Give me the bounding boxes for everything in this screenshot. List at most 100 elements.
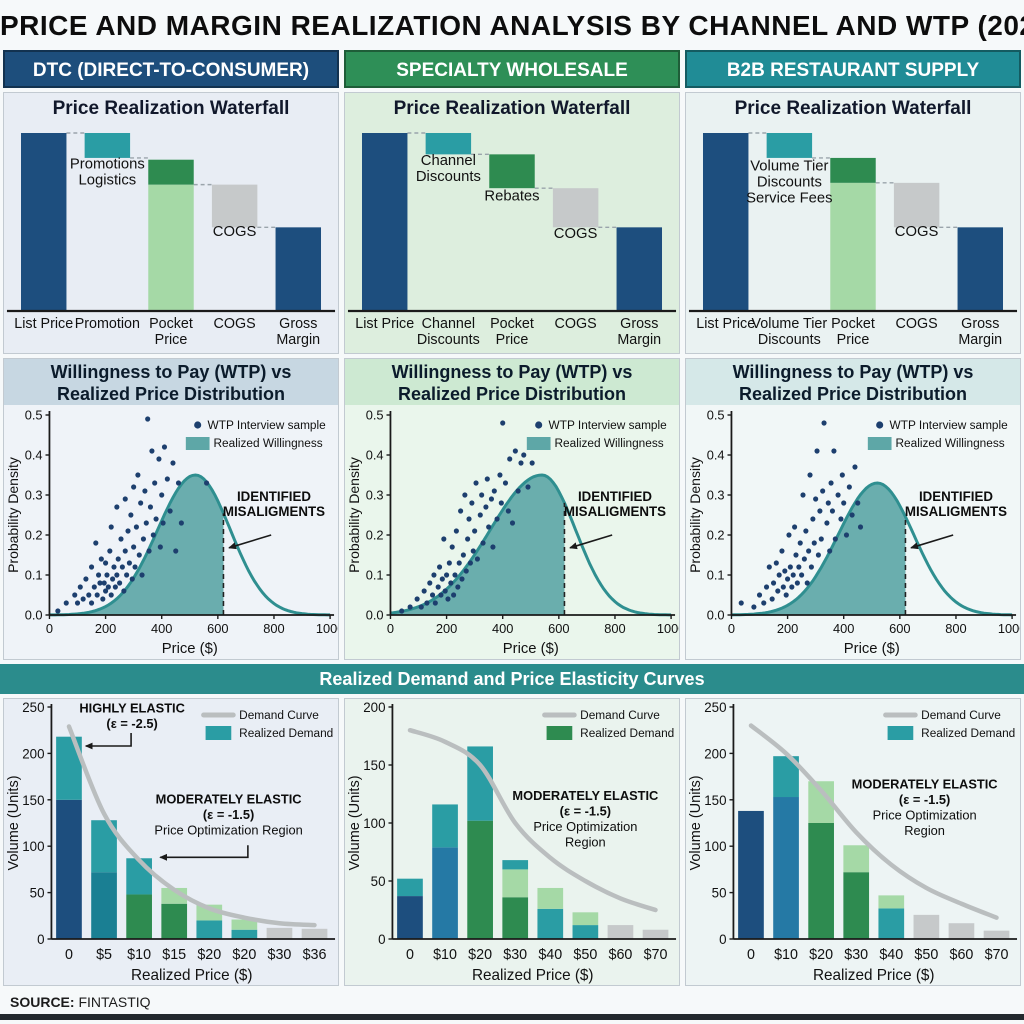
source-value: FINTASTIQ (78, 994, 151, 1010)
svg-text:Price: Price (837, 332, 870, 348)
wtp-sample-point (146, 548, 152, 554)
wtp-sample-point (91, 584, 97, 590)
svg-text:$20: $20 (197, 947, 221, 963)
wtp-sample-point (103, 588, 109, 594)
wtp-sample-point (173, 548, 179, 554)
svg-text:Demand Curve: Demand Curve (239, 708, 319, 722)
svg-text:Gross: Gross (961, 316, 999, 332)
svg-text:0.0: 0.0 (366, 607, 384, 622)
svg-text:0.1: 0.1 (25, 567, 43, 582)
svg-text:Gross: Gross (279, 316, 317, 332)
wtp-sample-point (751, 604, 757, 610)
svg-text:0.1: 0.1 (707, 567, 725, 582)
wtp-sample-point (131, 484, 137, 490)
svg-text:MODERATELY ELASTIC: MODERATELY ELASTIC (156, 791, 302, 806)
svg-text:400: 400 (833, 621, 854, 636)
svg-text:400: 400 (492, 621, 513, 636)
svg-text:0: 0 (747, 947, 755, 963)
svg-text:$10: $10 (774, 947, 798, 963)
svg-text:Volume Tier: Volume Tier (752, 316, 828, 332)
svg-text:$36: $36 (303, 947, 327, 963)
source-label: SOURCE: (10, 994, 75, 1010)
wtp-sample-point (101, 580, 107, 586)
wtp-sample-point (139, 572, 145, 578)
wtp-sample-point (95, 572, 102, 578)
wtp-sample-point (804, 580, 810, 586)
demand-curve (66, 724, 317, 928)
wtp-sample-point (160, 520, 166, 526)
wtp-sample-point (479, 492, 485, 498)
svg-text:MISALIGMENTS: MISALIGMENTS (564, 504, 666, 519)
wtp-sample-point (480, 540, 486, 546)
svg-text:$60: $60 (949, 947, 973, 963)
wtp-sample-point (806, 548, 812, 554)
svg-text:Realized Willingness: Realized Willingness (213, 436, 322, 450)
svg-text:100: 100 (363, 816, 385, 831)
wtp-sample-point (98, 556, 104, 562)
svg-text:0: 0 (406, 947, 414, 963)
wtp-sample-point (828, 480, 834, 486)
svg-text:Margin: Margin (617, 332, 661, 348)
wtp-sample-point (779, 548, 785, 554)
svg-text:100: 100 (22, 839, 44, 854)
svg-text:0.0: 0.0 (25, 607, 43, 622)
wtp-sample-point (136, 552, 142, 558)
svg-text:Channel: Channel (421, 153, 476, 169)
svg-text:$50: $50 (573, 947, 597, 963)
realized-willingness-area (390, 475, 565, 615)
wtp-sample-point (156, 456, 162, 462)
wtp-sample-point (820, 488, 826, 494)
wtp-sample-point (465, 536, 471, 542)
waterfall-bar (957, 227, 1004, 311)
wtp-sample-point (773, 560, 779, 566)
wtp-sample-point (824, 520, 830, 526)
wtp-sample-point (803, 528, 809, 534)
demand-bar-segment (502, 860, 529, 870)
wtp-sample-point (497, 472, 503, 478)
svg-text:$60: $60 (608, 947, 632, 963)
wtp-sample-point (204, 480, 210, 486)
waterfall-bar (148, 184, 194, 311)
wtp-sample-point (467, 560, 473, 566)
wtp-sample-point (529, 460, 535, 466)
svg-text:Promotions: Promotions (70, 157, 145, 173)
waterfall-bar (361, 133, 408, 311)
svg-text:Realized Demand: Realized Demand (921, 726, 1015, 740)
wtp-sample-point (431, 572, 437, 578)
svg-text:Demand Curve: Demand Curve (921, 708, 1001, 722)
svg-text:List Price: List Price (14, 316, 73, 332)
wtp-sample-point (448, 580, 454, 586)
wtp-sample-point (498, 500, 504, 506)
svg-text:Margin: Margin (958, 332, 1002, 348)
wtp-sample-point (161, 444, 168, 450)
demand-bar-segment (196, 920, 223, 939)
demand-bar-segment (397, 896, 423, 939)
svg-text:Discounts: Discounts (417, 332, 480, 348)
wtp-sample-point (132, 564, 138, 570)
svg-text:0: 0 (719, 932, 726, 947)
svg-text:(ε = -1.5): (ε = -1.5) (203, 807, 254, 822)
wtp-sample-point (94, 592, 100, 598)
waterfall-bar (20, 133, 67, 311)
section-banner: Realized Demand and Price Elasticity Cur… (0, 664, 1024, 694)
wtp-sample-point (110, 576, 116, 582)
svg-text:$40: $40 (538, 947, 562, 963)
svg-text:(ε = -1.5): (ε = -1.5) (560, 803, 611, 818)
wtp-sample-point (459, 576, 465, 582)
column-header-specialty-wholesale: SPECIALTY WHOLESALE (344, 50, 680, 88)
wtp-sample-point (835, 492, 841, 498)
svg-text:$20: $20 (232, 947, 256, 963)
wtp-sample-point (807, 472, 813, 478)
wtp-sample-point (477, 512, 483, 518)
wtp-sample-point (453, 528, 459, 534)
svg-text:$50: $50 (914, 947, 938, 963)
svg-text:MODERATELY ELASTIC: MODERATELY ELASTIC (512, 788, 658, 803)
wtp-sample-point (769, 596, 775, 602)
wtp-sample-point (789, 584, 795, 590)
wtp-sample-point (460, 552, 466, 558)
wtp-sample-point (114, 572, 120, 578)
wtp-sample-point (121, 588, 127, 594)
wtp-sample-point (782, 568, 788, 574)
svg-text:0.2: 0.2 (707, 527, 725, 542)
